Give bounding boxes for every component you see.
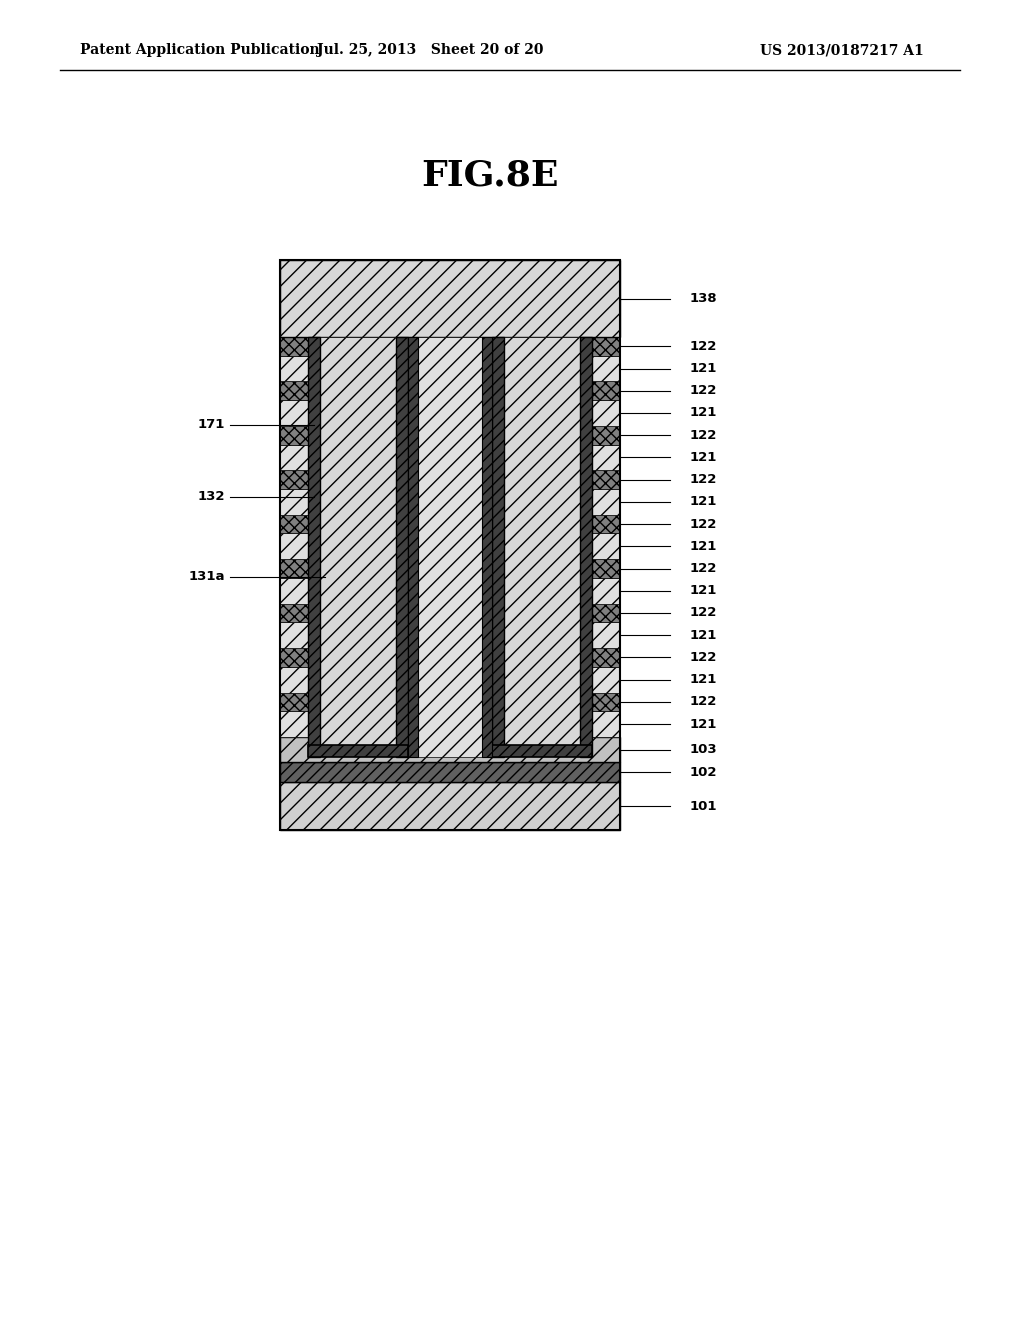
Text: 122: 122 [690, 562, 718, 576]
Bar [492, 744, 592, 756]
Text: 121: 121 [690, 585, 718, 597]
Bar [418, 337, 482, 756]
Text: 131a: 131a [188, 570, 225, 583]
Text: 121: 121 [690, 718, 718, 730]
Text: 121: 121 [690, 407, 718, 420]
Text: 132: 132 [198, 491, 225, 503]
Bar [280, 400, 620, 426]
Text: 122: 122 [690, 429, 718, 442]
Text: 121: 121 [690, 628, 718, 642]
Bar [280, 622, 620, 648]
Bar [280, 560, 620, 578]
Bar [280, 737, 620, 762]
Bar [280, 445, 620, 470]
Text: 121: 121 [690, 540, 718, 553]
Bar [280, 488, 620, 515]
Text: US 2013/0187217 A1: US 2013/0187217 A1 [760, 44, 924, 57]
Text: 101: 101 [690, 800, 718, 813]
Bar [280, 260, 620, 830]
Text: 122: 122 [690, 651, 718, 664]
Bar [280, 762, 620, 781]
Bar [280, 381, 620, 400]
Bar [280, 781, 620, 830]
Bar [280, 648, 620, 667]
Text: 103: 103 [690, 743, 718, 756]
Text: 122: 122 [690, 473, 718, 486]
Text: 122: 122 [690, 606, 718, 619]
Text: 121: 121 [690, 362, 718, 375]
Bar [280, 693, 620, 711]
Text: 171: 171 [198, 418, 225, 432]
Text: 122: 122 [690, 696, 718, 709]
Text: 121: 121 [690, 451, 718, 463]
Bar [280, 426, 620, 445]
Bar [280, 260, 620, 337]
Bar [280, 578, 620, 603]
Bar [280, 711, 620, 737]
Text: 122: 122 [690, 339, 718, 352]
Bar [280, 667, 620, 693]
Bar [280, 470, 620, 488]
Bar [319, 337, 396, 744]
Bar [580, 337, 592, 756]
Text: 138: 138 [690, 292, 718, 305]
Text: 122: 122 [690, 384, 718, 397]
Bar [396, 337, 408, 756]
Bar [280, 355, 620, 381]
Text: 122: 122 [690, 517, 718, 531]
Text: 121: 121 [690, 495, 718, 508]
Bar [492, 337, 504, 756]
Bar [280, 533, 620, 560]
Bar [280, 515, 620, 533]
Bar [280, 603, 620, 622]
Bar [308, 744, 408, 756]
Bar [504, 337, 580, 744]
Text: 121: 121 [690, 673, 718, 686]
Text: FIG.8E: FIG.8E [421, 158, 559, 191]
Text: 102: 102 [690, 766, 718, 779]
Bar [308, 337, 319, 756]
Bar [280, 337, 620, 355]
Text: Patent Application Publication: Patent Application Publication [80, 44, 319, 57]
Bar [408, 337, 418, 756]
Bar [482, 337, 492, 756]
Text: Jul. 25, 2013   Sheet 20 of 20: Jul. 25, 2013 Sheet 20 of 20 [316, 44, 544, 57]
